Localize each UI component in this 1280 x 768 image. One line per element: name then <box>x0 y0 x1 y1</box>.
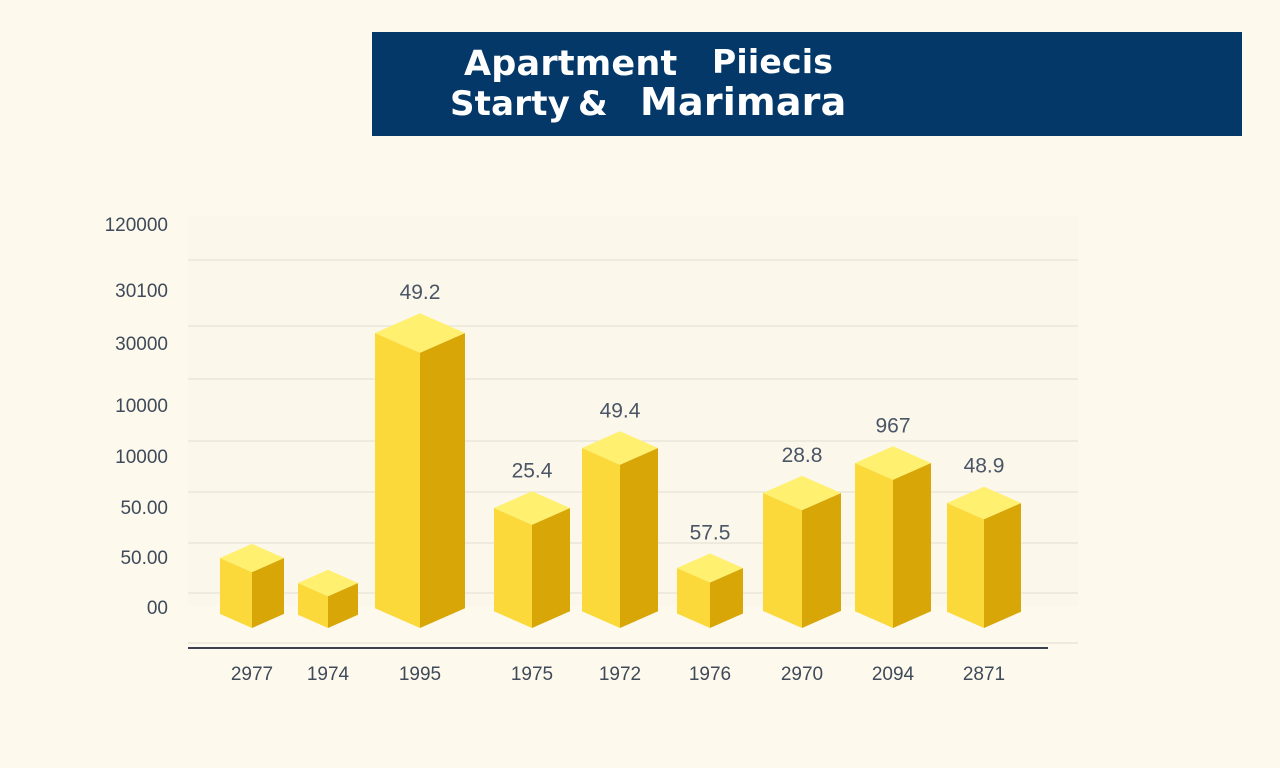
y-tick-label: 120000 <box>105 215 168 236</box>
x-tick-label: 2977 <box>231 664 273 685</box>
bar-top-face <box>677 553 743 583</box>
bar <box>494 491 570 628</box>
bar-front-face <box>677 568 710 628</box>
bar-side-face <box>328 583 358 628</box>
x-tick-label: 1995 <box>399 664 441 685</box>
bar-top-face <box>298 569 358 597</box>
x-tick-label: 1975 <box>511 664 553 685</box>
data-label: 48.9 <box>964 455 1005 478</box>
title-word-marimara: Marimara <box>640 80 847 124</box>
bar-side-face <box>710 568 743 628</box>
bar <box>855 446 931 628</box>
y-axis-ticks: 120000 30100 30000 10000 10000 50.00 50.00 00 <box>105 215 168 619</box>
bar-top-face <box>582 431 658 465</box>
x-tick-label: 2871 <box>963 664 1005 685</box>
bars: 49.2 25.4 49.4 57.5 28.8 967 48.9 <box>220 281 1021 628</box>
y-tick-label: 30000 <box>115 334 168 355</box>
title-word-starty: Starty <box>450 84 571 124</box>
bar-top-face <box>494 491 570 525</box>
y-tick-label: 10000 <box>115 396 168 417</box>
bar-top-face <box>220 543 284 573</box>
bar-side-face <box>532 508 570 628</box>
x-axis-ticks: 2977 1974 1995 1975 1972 1976 2970 2094 2871 <box>231 664 1005 685</box>
bar-front-face <box>855 463 893 628</box>
data-label: 967 <box>875 414 910 437</box>
y-tick-label: 50.00 <box>120 498 168 519</box>
bar <box>582 431 658 628</box>
data-label: 49.4 <box>600 399 641 422</box>
x-tick-label: 1974 <box>307 664 350 685</box>
data-label: 28.8 <box>782 444 823 467</box>
x-tick-label: 1976 <box>689 664 731 685</box>
bar-front-face <box>582 448 620 628</box>
y-tick-label: 10000 <box>115 447 168 468</box>
bar-front-face <box>375 333 420 628</box>
bar-side-face <box>252 558 284 628</box>
bar-front-face <box>763 493 802 628</box>
bar <box>763 475 841 628</box>
title-word-ampersand: & <box>578 84 608 124</box>
bar-side-face <box>984 503 1021 628</box>
data-label: 25.4 <box>512 459 553 482</box>
bar-top-face <box>763 475 841 511</box>
y-tick-label: 50.00 <box>120 548 168 569</box>
bar-side-face <box>620 448 658 628</box>
bar <box>947 486 1021 628</box>
bar-side-face <box>802 493 841 628</box>
title-banner: Apartment Piiecis Starty & Marimara <box>372 32 1242 136</box>
bar-top-face <box>947 486 1021 520</box>
bar-top-face <box>375 313 465 353</box>
bar <box>220 543 284 628</box>
bar-side-face <box>893 463 931 628</box>
bar-front-face <box>947 503 984 628</box>
data-label: 57.5 <box>690 521 731 544</box>
x-tick-label: 1972 <box>599 664 641 685</box>
bar <box>375 313 465 628</box>
bar-front-face <box>494 508 532 628</box>
bar-side-face <box>420 333 465 628</box>
title-word-apartment: Apartment <box>464 44 678 84</box>
y-tick-label: 30100 <box>115 281 168 302</box>
y-tick-label: 00 <box>147 598 168 619</box>
x-tick-label: 2094 <box>872 664 915 685</box>
data-label: 49.2 <box>400 281 441 304</box>
title-word-piiecis: Piiecis <box>712 42 834 81</box>
bar <box>677 553 743 628</box>
x-tick-label: 2970 <box>781 664 823 685</box>
bar-top-face <box>855 446 931 480</box>
bar <box>298 569 358 628</box>
bar-front-face <box>298 583 328 628</box>
bar-front-face <box>220 558 252 628</box>
